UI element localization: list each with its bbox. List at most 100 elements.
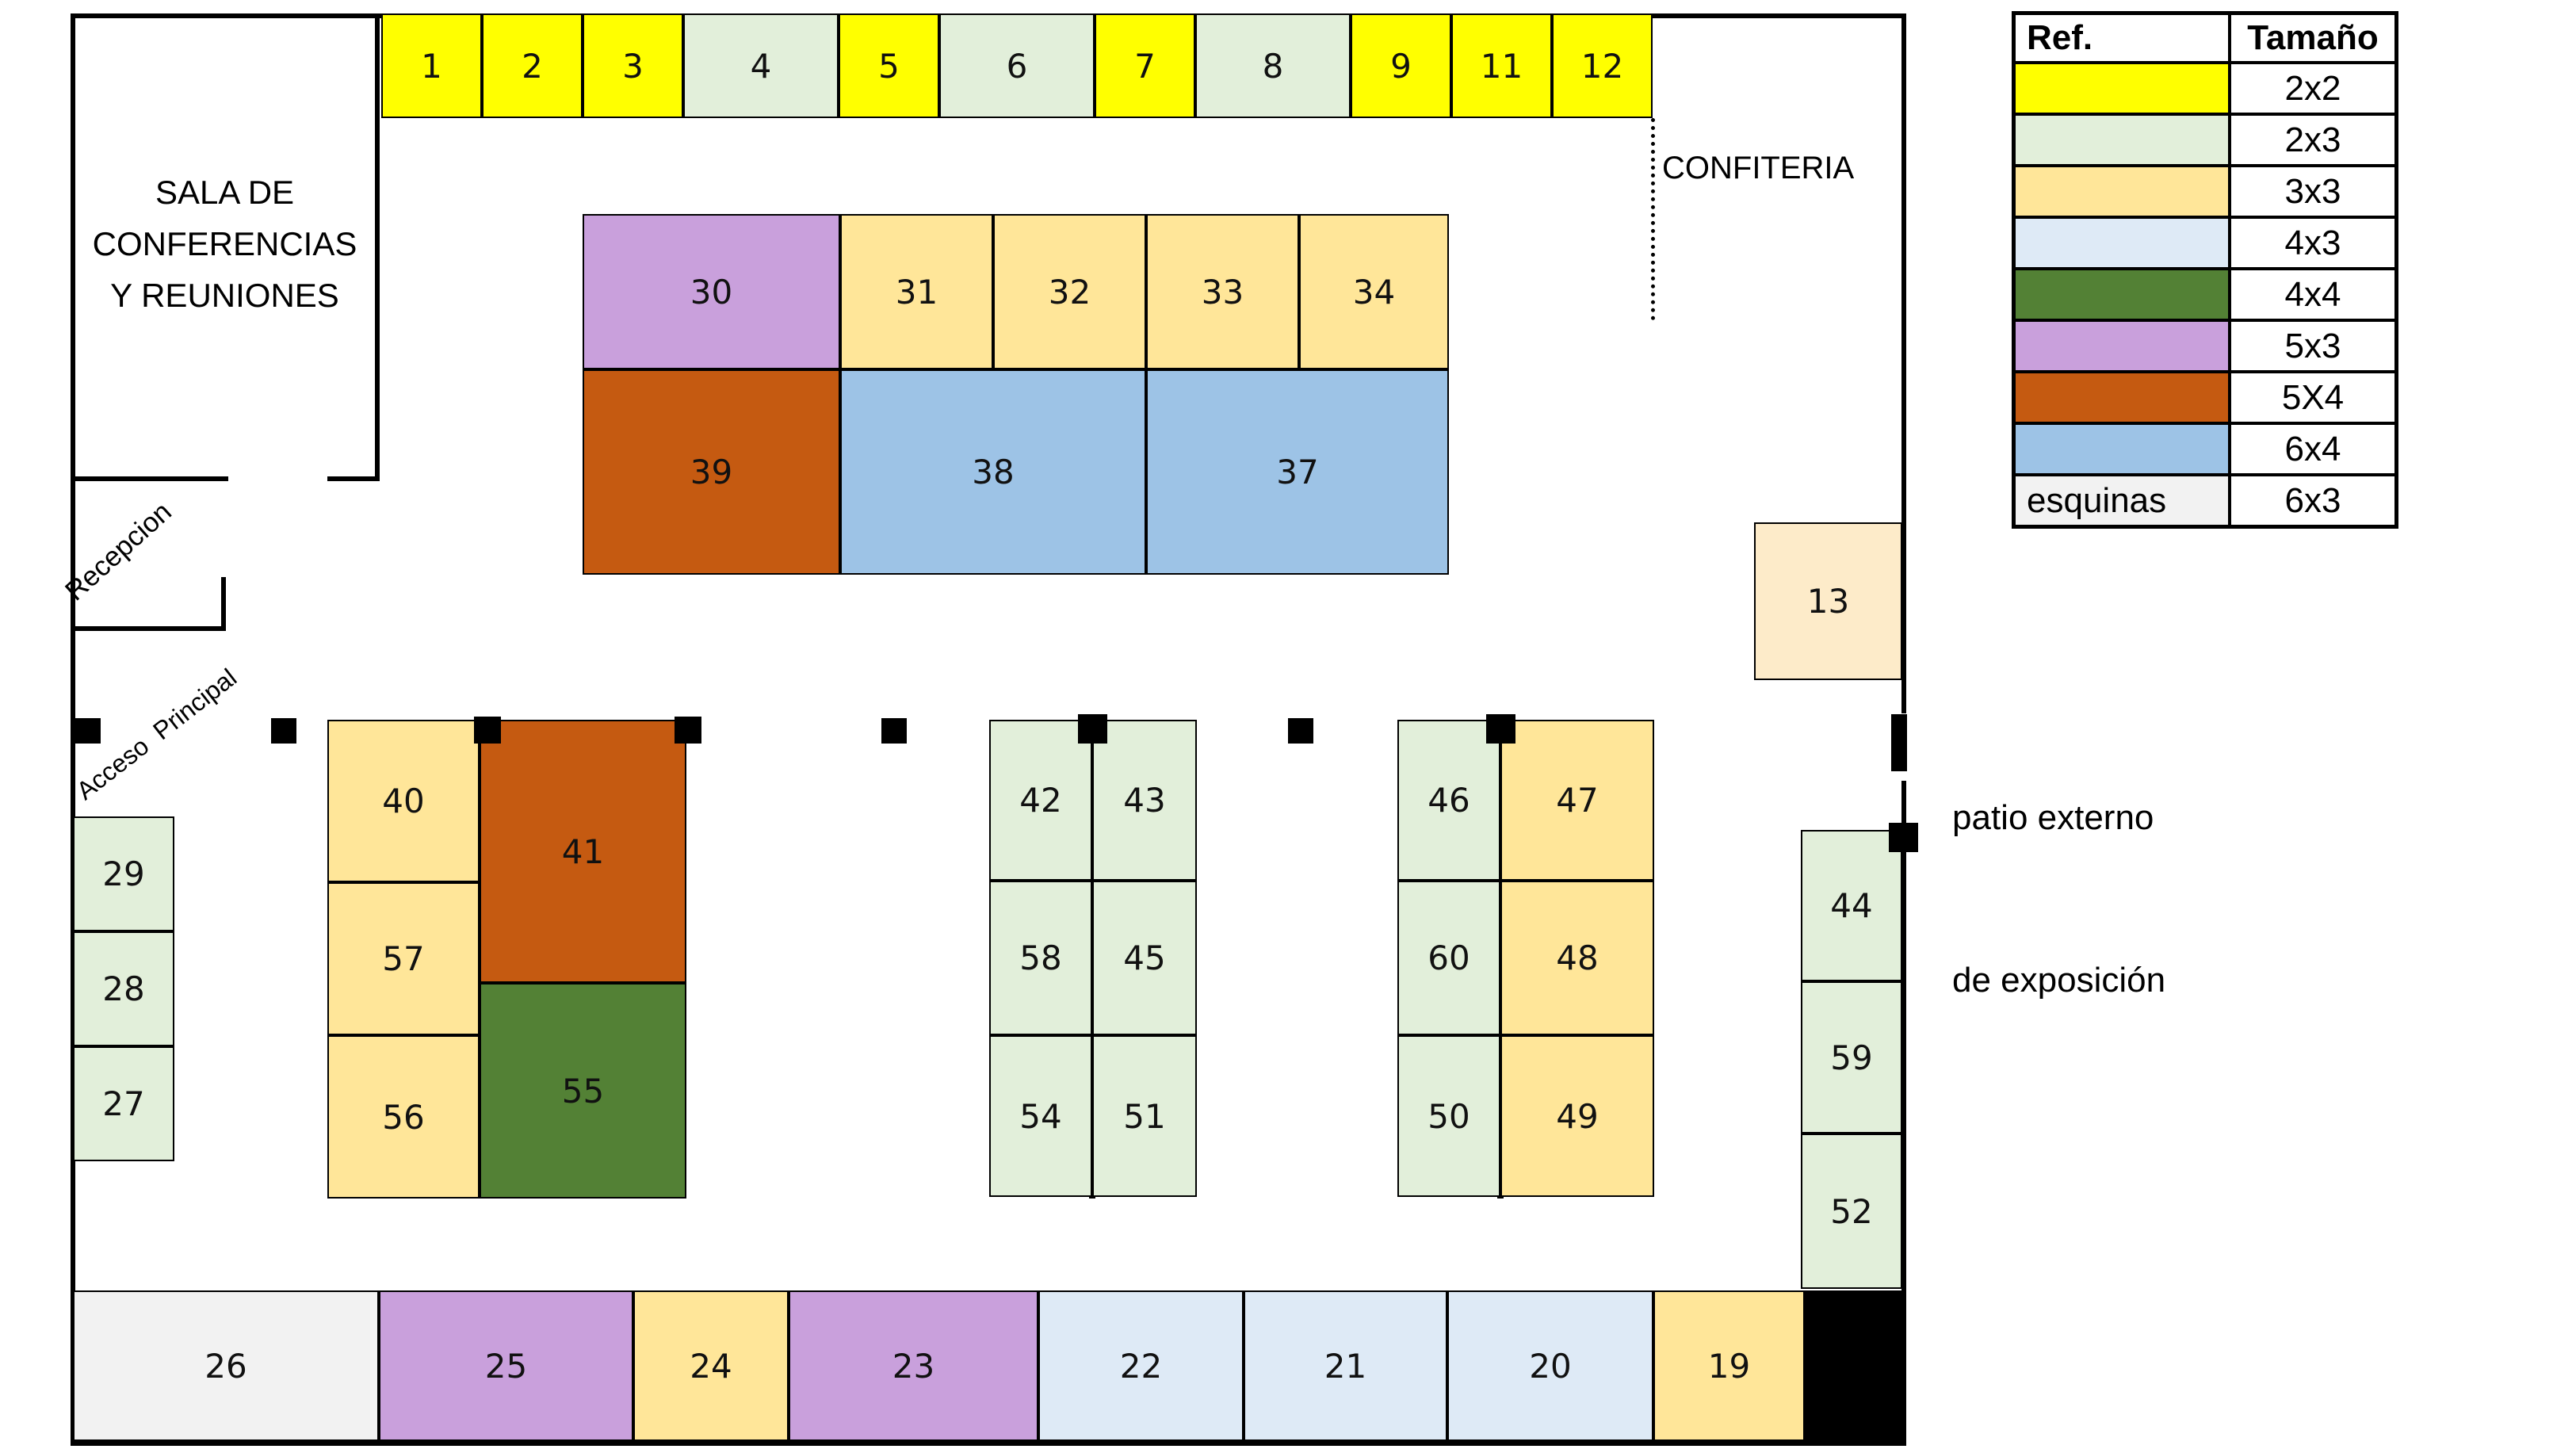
booth-46[interactable]: 46 [1397,720,1500,881]
legend-header-row: Ref. Tamaño [2014,13,2396,63]
sala-bottom-wall-a [71,476,228,481]
booth-52[interactable]: 52 [1801,1134,1902,1289]
booth-51[interactable]: 51 [1092,1035,1197,1197]
booth-7[interactable]: 7 [1095,13,1195,118]
booth-24[interactable]: 24 [633,1290,789,1441]
booth-49[interactable]: 49 [1500,1035,1654,1197]
pillar-marker [271,718,296,744]
booth-42[interactable]: 42 [989,720,1092,881]
booth-60[interactable]: 60 [1397,881,1500,1035]
patio-externo-line1: patio externo [1952,798,2154,838]
booth-22[interactable]: 22 [1038,1290,1244,1441]
booth-12[interactable]: 12 [1552,13,1653,118]
sala-right-wall [375,13,380,481]
booth-50[interactable]: 50 [1397,1035,1500,1197]
pillar-marker [1078,714,1107,744]
legend-table: Ref. Tamaño 2x2 2x3 3x3 4x3 4x4 5x3 5X4 6x4 esqu… [2012,11,2398,529]
booth-26[interactable]: 26 [73,1290,379,1441]
booth-55[interactable]: 55 [480,983,686,1199]
patio-externo-line2: de exposición [1952,960,2166,1000]
booth-57[interactable]: 57 [327,882,480,1035]
booth-27[interactable]: 27 [73,1046,174,1161]
booth-32[interactable]: 32 [993,214,1146,369]
booth-30[interactable]: 30 [583,214,840,369]
recepcion-bottom [71,626,226,631]
booth-23[interactable]: 23 [789,1290,1038,1441]
legend-header-size: Tamaño [2230,13,2396,63]
pillar-marker [474,717,501,744]
booth-3[interactable]: 3 [583,13,683,118]
booth-28[interactable]: 28 [73,931,174,1046]
conference-room-label-line3: Y REUNIONES [110,277,339,315]
pillar-marker [881,718,907,744]
legend-swatch-4x4 [2014,269,2230,320]
booth-9[interactable]: 9 [1351,13,1451,118]
booth-43[interactable]: 43 [1092,720,1197,881]
right-wall-upper [1901,13,1906,713]
legend-row-6x4: 6x4 [2014,423,2396,475]
patio-externo-label: patio externo de exposición [1952,683,2165,1116]
conference-room-label-line2: CONFERENCIAS [92,225,357,263]
legend-swatch-6x3: esquinas [2014,475,2230,526]
booth-34[interactable]: 34 [1299,214,1449,369]
booth-40[interactable]: 40 [327,720,480,882]
booth-13[interactable]: 13 [1754,522,1902,680]
legend-swatch-3x3 [2014,166,2230,217]
legend-size-4x4: 4x4 [2230,269,2396,320]
booth-38[interactable]: 38 [840,369,1146,575]
booth-44[interactable]: 44 [1801,830,1902,981]
legend-swatch-2x2 [2014,63,2230,114]
legend-size-4x3: 4x3 [2230,217,2396,269]
black-corner-block [1805,1290,1906,1441]
left-wall [71,13,75,1446]
legend-rows: 2x2 2x3 3x3 4x3 4x4 5x3 5X4 6x4 esquinas 6x3 [2014,63,2396,526]
booth-21[interactable]: 21 [1244,1290,1447,1441]
booth-48[interactable]: 48 [1500,881,1654,1035]
legend-size-6x3: 6x3 [2230,475,2396,526]
booth-20[interactable]: 20 [1447,1290,1653,1441]
booth-58[interactable]: 58 [989,881,1092,1035]
booth-5[interactable]: 5 [839,13,939,118]
booth-54[interactable]: 54 [989,1035,1092,1197]
booth-39[interactable]: 39 [583,369,840,575]
booth-37[interactable]: 37 [1146,369,1449,575]
booth-31[interactable]: 31 [840,214,993,369]
legend-row-2x3: 2x3 [2014,114,2396,166]
booth-56[interactable]: 56 [327,1035,480,1199]
booth-11[interactable]: 11 [1451,13,1552,118]
right-wall-lower [1901,781,1906,1446]
bottom-wall [71,1439,1906,1446]
legend-swatch-6x4 [2014,423,2230,475]
legend-size-5X4: 5X4 [2230,372,2396,423]
booth-19[interactable]: 19 [1653,1290,1805,1441]
booth-59[interactable]: 59 [1801,981,1902,1134]
legend-size-6x4: 6x4 [2230,423,2396,475]
booth-1[interactable]: 1 [381,13,482,118]
booth-8[interactable]: 8 [1195,13,1351,118]
pillar-marker [75,718,101,744]
legend-size-5x3: 5x3 [2230,320,2396,372]
booth-2[interactable]: 2 [482,13,583,118]
booth-47[interactable]: 47 [1500,720,1654,881]
legend-swatch-4x3 [2014,217,2230,269]
sala-bottom-wall-b [327,476,380,481]
pillar-marker [675,717,701,744]
recepcion-right [221,577,226,631]
legend-header-ref: Ref. [2014,13,2230,63]
legend-row-5x3: 5x3 [2014,320,2396,372]
legend-row-6x3: esquinas 6x3 [2014,475,2396,526]
legend-row-5X4: 5X4 [2014,372,2396,423]
legend-size-2x3: 2x3 [2230,114,2396,166]
legend-swatch-2x3 [2014,114,2230,166]
booth-4[interactable]: 4 [683,13,839,118]
pillar-marker [1891,714,1907,771]
confiteria-dotted-separator [1651,118,1655,320]
booth-29[interactable]: 29 [73,816,174,931]
legend-size-3x3: 3x3 [2230,166,2396,217]
booth-33[interactable]: 33 [1146,214,1299,369]
pillar-marker [1288,718,1313,744]
booth-6[interactable]: 6 [939,13,1095,118]
booth-25[interactable]: 25 [379,1290,633,1441]
booth-45[interactable]: 45 [1092,881,1197,1035]
booth-41[interactable]: 41 [480,720,686,983]
